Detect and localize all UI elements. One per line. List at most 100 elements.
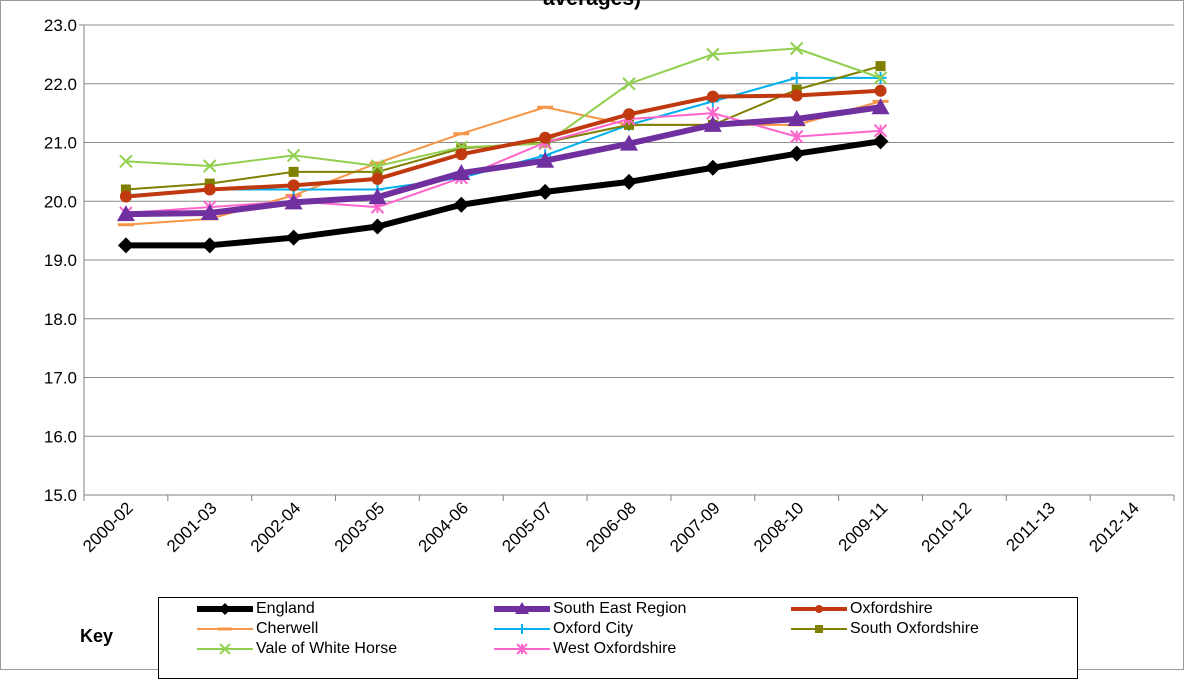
series-line xyxy=(125,88,881,199)
legend-item: Vale of White Horse xyxy=(195,639,397,659)
point-marker xyxy=(453,196,470,213)
x-tick-label: 2009-11 xyxy=(835,498,892,555)
x-tick-label: 2006-08 xyxy=(582,498,640,556)
point-marker xyxy=(285,229,302,246)
point-marker xyxy=(203,183,216,196)
point-marker xyxy=(219,603,231,615)
series-line xyxy=(125,104,881,218)
series-south-oxfordshire xyxy=(120,61,886,195)
x-tick-label: 2010-12 xyxy=(918,498,976,556)
y-tick-label: 20.0 xyxy=(44,192,77,211)
point-marker xyxy=(517,624,527,634)
point-marker xyxy=(119,190,132,203)
legend-swatch xyxy=(494,602,550,614)
point-marker xyxy=(455,148,468,161)
x-tick-label: 2004-06 xyxy=(415,498,473,556)
x-tick-label: 2003-05 xyxy=(331,498,389,556)
point-marker xyxy=(815,625,823,633)
point-marker xyxy=(372,166,383,177)
legend-label: England xyxy=(256,600,315,617)
x-tick-label: 2012-14 xyxy=(1085,498,1143,556)
point-marker xyxy=(203,159,217,173)
legend-item: Oxford City xyxy=(492,619,633,639)
legend-label: Oxford City xyxy=(553,620,634,637)
point-marker xyxy=(789,129,804,144)
point-marker xyxy=(815,605,823,613)
legend-label: Vale of White Horse xyxy=(256,640,398,657)
y-tick-label: 19.0 xyxy=(44,251,77,270)
point-marker xyxy=(515,602,529,614)
x-tick-label: 2005-07 xyxy=(498,498,556,556)
y-tick-label: 16.0 xyxy=(44,427,77,446)
point-marker xyxy=(706,90,719,103)
point-marker xyxy=(369,218,386,235)
legend-item: South East Region xyxy=(492,599,686,619)
point-marker xyxy=(622,77,636,91)
point-marker xyxy=(200,204,219,220)
chart-title: averages) xyxy=(0,0,1184,11)
series-south-east-region xyxy=(116,98,890,222)
legend-item: West Oxfordshire xyxy=(492,639,676,659)
y-tick-label: 18.0 xyxy=(44,310,77,329)
point-marker xyxy=(620,134,638,151)
legend-label: South East Region xyxy=(553,600,687,617)
legend-swatch xyxy=(791,605,847,613)
point-marker xyxy=(790,89,803,102)
point-marker xyxy=(516,643,528,655)
legend-label: West Oxfordshire xyxy=(553,640,677,657)
legend-item: Oxfordshire xyxy=(789,599,933,619)
x-tick-label: 2011-13 xyxy=(1002,498,1059,555)
series-line xyxy=(125,47,881,167)
point-marker xyxy=(371,172,384,185)
series-oxford-city xyxy=(119,71,887,202)
series-line xyxy=(125,138,881,249)
point-marker xyxy=(120,184,131,195)
point-marker xyxy=(790,71,803,84)
legend-swatch xyxy=(197,627,253,631)
point-marker xyxy=(117,237,134,254)
point-marker xyxy=(116,205,135,222)
point-marker xyxy=(704,159,721,176)
legend-label: Cherwell xyxy=(256,620,319,637)
point-marker xyxy=(286,148,301,163)
point-marker xyxy=(871,98,890,115)
point-marker xyxy=(370,159,385,173)
point-marker xyxy=(621,173,637,190)
legend-swatch xyxy=(197,603,253,615)
legend-swatch xyxy=(791,625,847,633)
series-england xyxy=(117,133,889,254)
series-oxfordshire xyxy=(119,84,887,203)
point-marker xyxy=(788,145,805,162)
y-tick-label: 21.0 xyxy=(44,134,77,153)
legend-swatch xyxy=(197,643,253,655)
point-marker xyxy=(288,166,299,177)
legend-swatch xyxy=(494,624,550,634)
point-marker xyxy=(201,237,218,254)
x-tick-label: 2002-04 xyxy=(247,498,305,556)
point-marker xyxy=(537,183,554,200)
point-marker xyxy=(703,115,722,132)
x-tick-label: 2008-10 xyxy=(750,498,808,556)
point-marker xyxy=(539,131,552,144)
legend-swatch xyxy=(494,643,550,655)
point-marker xyxy=(787,110,806,126)
legend-item: England xyxy=(195,599,315,619)
point-marker xyxy=(284,193,303,210)
legend-label: South Oxfordshire xyxy=(850,620,979,637)
x-tick-label: 2000-02 xyxy=(79,498,137,556)
legend-label: Oxfordshire xyxy=(850,600,933,617)
y-tick-label: 15.0 xyxy=(44,486,77,505)
x-tick-label: 2007-09 xyxy=(666,498,724,556)
legend-item: South Oxfordshire xyxy=(789,619,979,639)
x-tick-label: 2001-03 xyxy=(163,498,221,556)
point-marker xyxy=(536,151,555,168)
point-marker xyxy=(287,179,300,192)
y-tick-label: 22.0 xyxy=(44,75,77,94)
legend: England South East Region Oxfordshire Cherw… xyxy=(158,597,1078,679)
point-marker xyxy=(873,71,888,85)
point-marker xyxy=(875,61,886,72)
legend-item: Cherwell xyxy=(195,619,318,639)
series-vale-of-white-horse xyxy=(119,41,888,173)
y-tick-label: 17.0 xyxy=(44,369,77,388)
